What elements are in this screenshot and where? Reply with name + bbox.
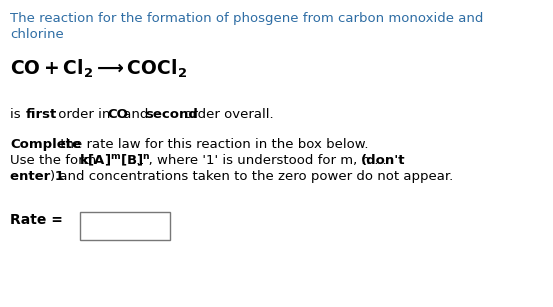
Text: second: second bbox=[145, 108, 199, 121]
Text: Use the form: Use the form bbox=[10, 154, 101, 167]
Text: CO: CO bbox=[108, 108, 128, 121]
Text: chlorine: chlorine bbox=[10, 28, 64, 41]
Text: Rate =: Rate = bbox=[10, 213, 63, 227]
Text: Complete: Complete bbox=[10, 138, 81, 151]
Text: and: and bbox=[119, 108, 153, 121]
Text: first: first bbox=[26, 108, 57, 121]
Text: $\mathbf{k[A]^m[B]^n}$: $\mathbf{k[A]^m[B]^n}$ bbox=[79, 153, 150, 168]
Text: ) and concentrations taken to the zero power do not appear.: ) and concentrations taken to the zero p… bbox=[50, 170, 453, 183]
Text: is: is bbox=[10, 108, 25, 121]
Text: order in: order in bbox=[54, 108, 115, 121]
Text: ... , where '1' is understood for m, n ...: ... , where '1' is understood for m, n .… bbox=[133, 154, 392, 167]
Text: the rate law for this reaction in the box below.: the rate law for this reaction in the bo… bbox=[56, 138, 368, 151]
Text: $\mathbf{CO + Cl_2 \longrightarrow COCl_2}$: $\mathbf{CO + Cl_2 \longrightarrow COCl_… bbox=[10, 58, 187, 80]
Text: The reaction for the formation of phosgene from carbon monoxide and: The reaction for the formation of phosge… bbox=[10, 12, 483, 25]
Text: (don't: (don't bbox=[361, 154, 406, 167]
Text: order overall.: order overall. bbox=[180, 108, 274, 121]
Text: enter 1: enter 1 bbox=[10, 170, 64, 183]
Bar bbox=[80, 212, 170, 240]
